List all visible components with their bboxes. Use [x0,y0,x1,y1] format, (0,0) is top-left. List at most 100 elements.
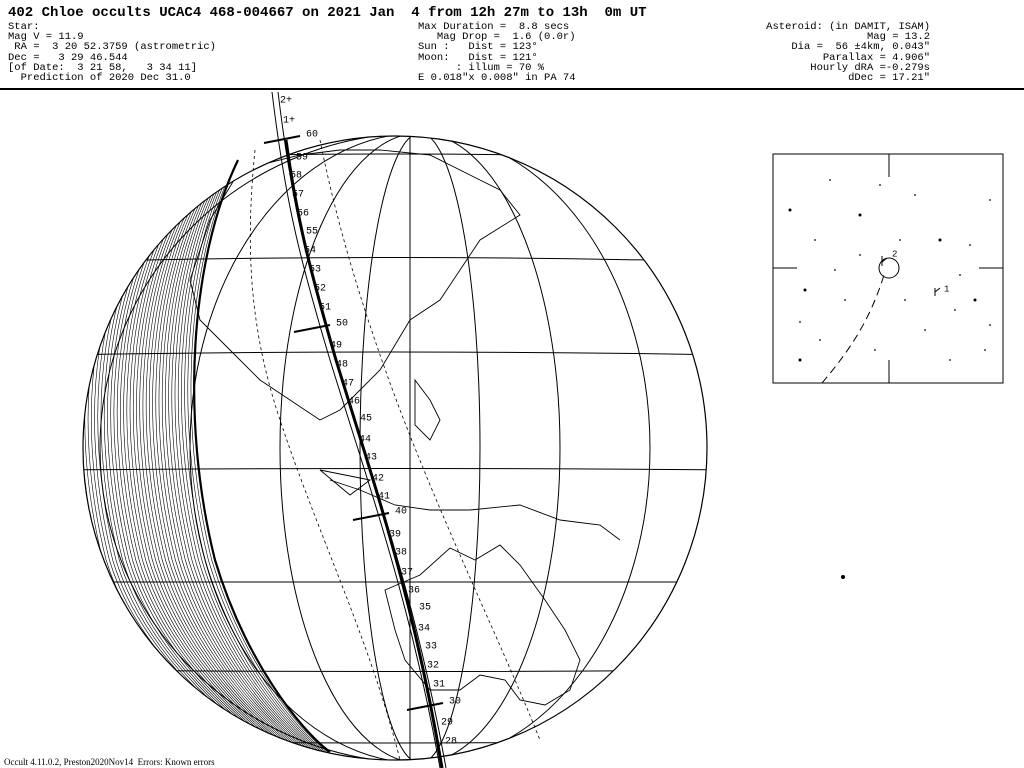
title: 402 Chloe occults UCAC4 468-004667 on 20… [8,5,647,21]
minute-label: 51 [319,303,331,314]
event-info: Max Duration = 8.8 secs Mag Drop = 1.6 (… [418,21,576,85]
shade-line [116,159,283,753]
info-line: [of Date: 3 21 58, 3 34 11] [8,61,198,74]
info-line: Asteroid: (in DAMIT, ISAM) [766,21,930,33]
graticule [83,136,707,760]
finder-star [949,359,951,361]
shade-line [168,159,315,753]
shade-line [155,159,307,753]
minute-label: 44 [359,435,371,446]
land-outline [319,378,441,496]
minute-label: 38 [395,548,407,559]
info-line: Prediction of 2020 Dec 31.0 [8,72,191,85]
finder-crosshair [773,154,1003,383]
finder-chart: 2 1 [772,153,1004,384]
minute-label: 49 [330,341,342,352]
asteroid-track [821,274,885,384]
finder-star [829,179,831,181]
finder-star [879,184,881,186]
header-rule [0,88,1024,90]
finder-star [788,208,792,212]
minute-label: 32 [427,661,439,672]
shade-line [174,159,319,753]
minute-label: 56 [297,209,309,220]
path-edge [271,91,441,768]
shade-line [149,159,303,753]
meridian [99,136,707,760]
shade-line [152,159,305,753]
finder-star [989,324,991,326]
parallel [83,351,707,356]
minute-label: 54 [304,246,316,257]
minute-label: 53 [309,265,321,276]
globe-outline [82,135,708,761]
finder-stars [788,179,991,362]
occultation-path [249,91,541,768]
finder-star [904,299,906,301]
shade-line [187,159,327,753]
minute-label: 60 [306,130,318,141]
minute-label: 47 [342,379,354,390]
info-line: Dia = 56 ±4km, 0.043" [791,41,930,54]
info-line: Mag V = 11.9 [8,31,84,44]
night-shading [83,159,331,753]
globe [83,136,707,760]
finder-label: 1 [944,284,949,294]
finder-star [959,274,961,276]
minute-label: 30 [449,697,461,708]
parallel [83,468,707,471]
finder-star [874,349,876,351]
finder-star [914,194,916,196]
minute-label: 28 [445,737,457,748]
info-line: Moon: Dist = 121° [418,51,538,64]
shade-line [142,159,299,753]
minute-tick [406,702,444,711]
shade-line [126,159,289,753]
minute-label: 35 [419,603,431,614]
path-limit [319,139,541,741]
land-outline [384,544,581,706]
minute-label: 48 [336,360,348,371]
info-line: Dec = 3 29 46.544 [8,51,128,64]
shade-line [181,159,323,753]
shade-line [110,159,279,753]
info-line: : illum = 70 % [418,61,545,74]
minute-label: 57 [292,190,304,201]
shade-line [158,159,309,753]
meridian [359,136,481,760]
minute-label: 37 [401,568,413,579]
info-line: E 0.018"x 0.008" in PA 74 [418,72,576,85]
shade-line [83,159,247,753]
minute-label: 42 [372,474,384,485]
finder-star [899,239,901,241]
minute-label: 41 [378,492,390,503]
minute-label: 29 [441,718,453,729]
finder-star [814,239,816,241]
minute-label: 31 [433,680,445,691]
minute-label: 59 [296,153,308,164]
finder-frame [772,153,1004,384]
finder-star [803,288,807,292]
minute-tick [293,324,331,333]
dot [841,575,845,579]
finder-star [989,199,991,201]
shade-line [145,159,301,753]
finder-label: 2 [892,249,897,259]
finder-star [938,238,942,242]
shade-line [184,159,325,753]
path-end-label: 2+ [280,96,292,107]
star-info: Star: Mag V = 11.9 RA = 3 20 52.3759 (ast… [8,22,216,85]
info-line: Max Duration = 8.8 secs [418,21,570,33]
minute-label: 43 [365,453,377,464]
finder-star [924,329,926,331]
meridian [279,136,561,760]
info-line: Hourly dRA =-0.279s [810,61,930,74]
shade-line [190,159,329,753]
finder-star [798,358,802,362]
star-markers [881,256,941,296]
parallel [83,669,707,672]
shade-line [139,159,297,753]
shade-line [171,159,317,753]
meridian [189,136,651,760]
